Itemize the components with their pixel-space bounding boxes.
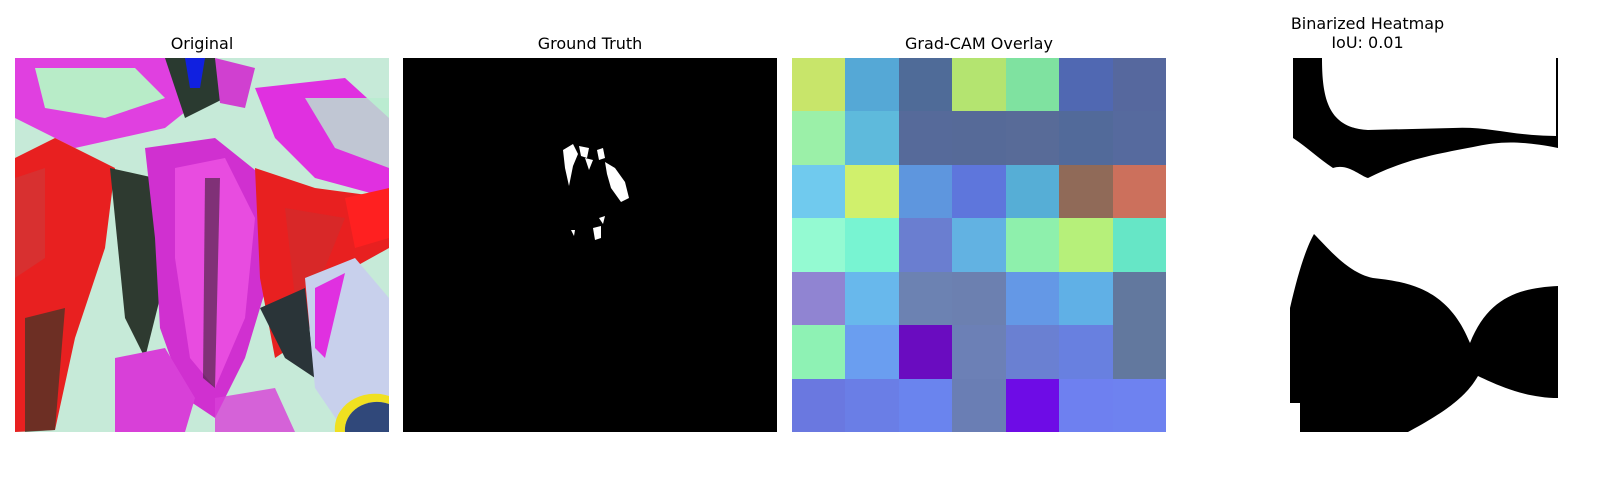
gradcam-cell [845, 58, 899, 111]
gradcam-cell [952, 58, 1006, 111]
gradcam-cell [1113, 58, 1166, 111]
gradcam-cell [952, 165, 1006, 218]
gradcam-cell [899, 272, 952, 325]
gradcam-cell [845, 165, 899, 218]
gradcam-cell [1059, 165, 1113, 218]
gradcam-overlay-heatmap [792, 58, 1166, 432]
panel-title-original: Original [170, 34, 234, 53]
gradcam-cell [1006, 272, 1059, 325]
gradcam-cell [1059, 272, 1113, 325]
gradcam-cell [1006, 325, 1059, 379]
gradcam-cell [1006, 58, 1059, 111]
gradcam-cell [792, 58, 845, 111]
panel-title-ground-truth: Ground Truth [537, 34, 643, 53]
gradcam-cell [1059, 379, 1113, 432]
gradcam-cell [952, 218, 1006, 272]
gradcam-cell [899, 58, 952, 111]
gradcam-cell [1059, 58, 1113, 111]
gradcam-cell [792, 165, 845, 218]
gradcam-cell [1006, 218, 1059, 272]
gradcam-cell [952, 379, 1006, 432]
gradcam-cell [1059, 111, 1113, 165]
gradcam-cell [845, 111, 899, 165]
gradcam-cell [899, 111, 952, 165]
gradcam-cell [899, 165, 952, 218]
gradcam-cell [845, 379, 899, 432]
gradcam-cell [899, 379, 952, 432]
gradcam-cell [1113, 111, 1166, 165]
gradcam-cell [792, 272, 845, 325]
gradcam-cell [1006, 379, 1059, 432]
gradcam-cell [1113, 379, 1166, 432]
gradcam-cell [952, 325, 1006, 379]
gradcam-cell [792, 218, 845, 272]
original-image [15, 58, 389, 432]
gradcam-cell [1113, 218, 1166, 272]
gradcam-cell [899, 218, 952, 272]
ground-truth-mask [403, 58, 777, 432]
gradcam-cell [1006, 111, 1059, 165]
binarized-heatmap-mask [1288, 58, 1558, 432]
gradcam-cell [1059, 218, 1113, 272]
gradcam-cell [1006, 165, 1059, 218]
gradcam-cell [952, 111, 1006, 165]
gradcam-cell [792, 379, 845, 432]
gradcam-cell [845, 272, 899, 325]
panel-title-gradcam-overlay: Grad-CAM Overlay [905, 34, 1053, 53]
gradcam-cell [1059, 325, 1113, 379]
gradcam-cell [1113, 272, 1166, 325]
gradcam-cell [952, 272, 1006, 325]
gradcam-cell [1113, 325, 1166, 379]
gradcam-cell [845, 325, 899, 379]
gradcam-cell [845, 218, 899, 272]
gradcam-cell [1113, 165, 1166, 218]
gradcam-cell [792, 111, 845, 165]
gradcam-cell [899, 325, 952, 379]
gradcam-cell [792, 325, 845, 379]
panel-title-binarized-heatmap: Binarized Heatmap IoU: 0.01 [1290, 14, 1445, 52]
